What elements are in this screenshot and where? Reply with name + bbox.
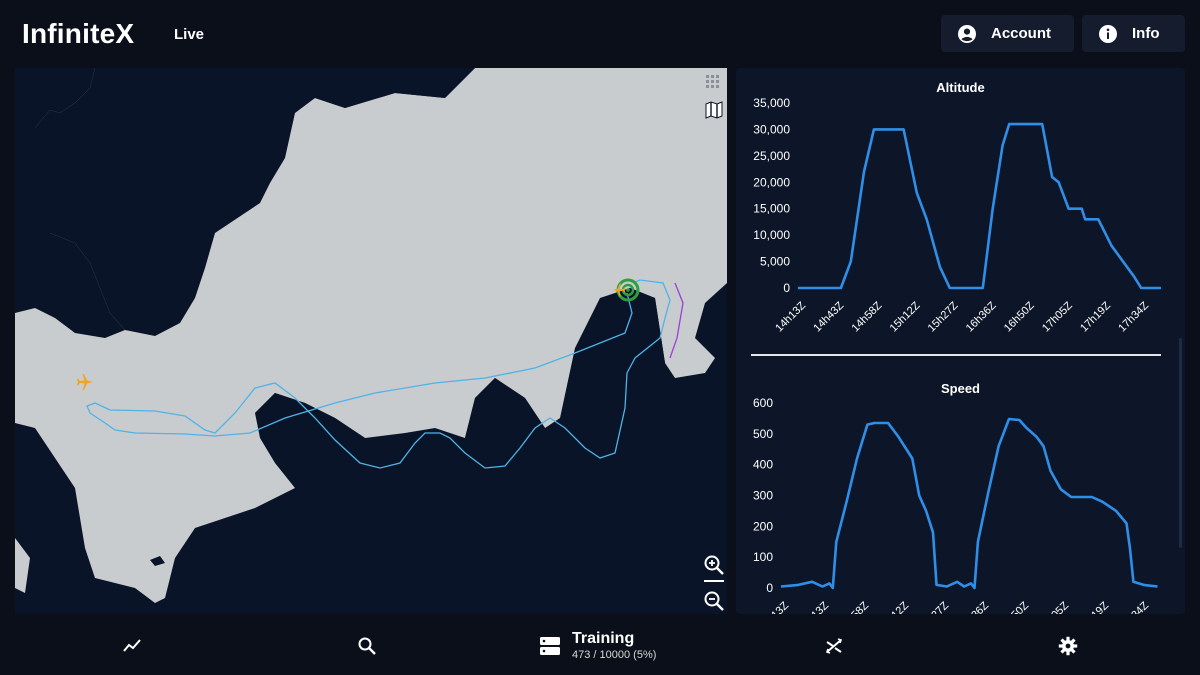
info-icon [1099, 24, 1117, 43]
y-tick-label: 15,000 [753, 202, 790, 216]
x-tick-label: 16h36Z [964, 299, 999, 334]
training-progress: 473 / 10000 (5%) [572, 649, 657, 661]
y-tick-label: 30,000 [753, 122, 790, 136]
flight-map[interactable] [15, 68, 727, 614]
x-tick-label: 27Z [929, 599, 951, 614]
y-tick-label: 300 [753, 489, 773, 503]
trend-icon [123, 638, 141, 652]
flight-track [86, 279, 671, 469]
live-label[interactable]: Live [174, 26, 205, 43]
y-tick-label: 5,000 [760, 255, 790, 269]
y-tick-label: 20,000 [753, 175, 790, 189]
x-tick-label: 14h43Z [811, 299, 846, 334]
x-tick-label: 16h50Z [1002, 299, 1037, 334]
series-line [780, 417, 1158, 590]
speed-chart-title: Speed [940, 381, 980, 396]
x-tick-label: 17h19Z [1078, 299, 1113, 334]
x-tick-label: 13Z [769, 599, 791, 614]
airplane-icon[interactable] [611, 282, 627, 298]
zoom-divider [704, 580, 724, 582]
x-tick-label: 05Z [1049, 599, 1071, 614]
x-tick-label: 12Z [889, 599, 911, 614]
y-tick-label: 600 [753, 396, 773, 410]
account-button[interactable]: Account [941, 15, 1074, 52]
x-tick-label: 19Z [1089, 599, 1111, 614]
map-layers-icon[interactable] [704, 100, 724, 120]
panel-scrollbar[interactable] [1179, 338, 1182, 548]
y-tick-label: 0 [766, 581, 773, 595]
gear-icon [1058, 636, 1078, 655]
x-tick-label: 36Z [969, 599, 991, 614]
training-title: Training [572, 630, 635, 647]
nav-training[interactable]: Training 473 / 10000 (5%) [538, 616, 688, 675]
series-line [798, 122, 1161, 290]
x-tick-label: 14h58Z [849, 299, 884, 334]
x-tick-label: 58Z [849, 599, 871, 614]
server-icon [540, 636, 560, 655]
x-tick-label: 13Z [809, 599, 831, 614]
y-tick-label: 35,000 [753, 96, 790, 110]
account-label: Account [991, 25, 1051, 42]
y-tick-label: 10,000 [753, 228, 790, 242]
crossed-planes-icon [825, 637, 843, 654]
bottom-nav: Training 473 / 10000 (5%) [0, 616, 1200, 675]
zoom-out-icon[interactable] [703, 590, 725, 612]
x-tick-label: 14h13Z [773, 299, 808, 334]
info-label: Info [1132, 25, 1160, 42]
x-tick-label: 34Z [1129, 599, 1151, 614]
altitude-chart-title: Altitude [936, 80, 985, 95]
account-icon [958, 24, 976, 43]
chart-separator [751, 354, 1161, 356]
nav-stats[interactable] [110, 616, 154, 675]
x-tick-label: 15h27Z [926, 299, 961, 334]
y-tick-label: 200 [753, 519, 773, 533]
x-tick-label: 17h34Z [1116, 299, 1151, 334]
x-tick-label: 50Z [1009, 599, 1031, 614]
y-tick-label: 100 [753, 550, 773, 564]
approach-path [669, 282, 684, 359]
y-tick-label: 25,000 [753, 149, 790, 163]
nav-search[interactable] [345, 616, 389, 675]
map-canvas [15, 68, 727, 603]
x-tick-label: 17h05Z [1040, 299, 1075, 334]
app-title: InfiniteX [22, 18, 135, 49]
grid-toggle-icon[interactable] [705, 74, 721, 90]
charts-panel: Altitude 35,000 30,000 25,000 20,000 15,000 1… [736, 68, 1185, 614]
zoom-in-icon[interactable] [703, 554, 725, 576]
y-tick-label: 0 [783, 281, 790, 295]
speed-chart: 600 500 400 300 200 100 0 13Z 13Z 58Z 12Z 27Z 36Z 50Z… [753, 396, 1158, 614]
info-button[interactable]: Info [1082, 15, 1185, 52]
search-icon [358, 637, 376, 655]
top-bar: InfiniteX Live Account Info [0, 0, 1200, 66]
altitude-chart: 35,000 30,000 25,000 20,000 15,000 10,000 5,00… [753, 96, 1161, 335]
airplane-icon[interactable] [75, 372, 95, 392]
nav-settings[interactable] [1046, 616, 1090, 675]
x-tick-label: 15h12Z [888, 299, 923, 334]
nav-flights[interactable] [812, 616, 856, 675]
y-tick-label: 400 [753, 458, 773, 472]
y-tick-label: 500 [753, 427, 773, 441]
